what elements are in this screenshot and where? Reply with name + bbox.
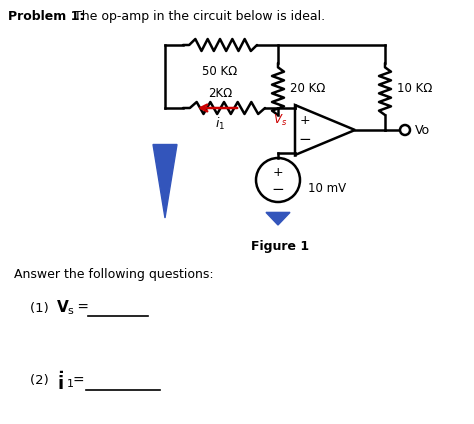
Text: V: V xyxy=(57,300,69,315)
Text: Answer the following questions:: Answer the following questions: xyxy=(14,268,214,281)
Text: 10 KΩ: 10 KΩ xyxy=(397,83,432,95)
Text: =: = xyxy=(73,374,85,388)
Text: (2): (2) xyxy=(30,374,53,387)
Text: $i_1$: $i_1$ xyxy=(215,116,225,132)
Text: s: s xyxy=(67,306,73,316)
Text: +: + xyxy=(300,114,310,126)
Text: 2KΩ: 2KΩ xyxy=(208,87,232,100)
Text: 10 mV: 10 mV xyxy=(308,181,346,195)
Text: The op-amp in the circuit below is ideal.: The op-amp in the circuit below is ideal… xyxy=(70,10,325,23)
Circle shape xyxy=(400,125,410,135)
Text: (1): (1) xyxy=(30,302,53,315)
Text: +: + xyxy=(273,165,283,179)
Text: 20 KΩ: 20 KΩ xyxy=(290,83,325,95)
Text: Problem 1:: Problem 1: xyxy=(8,10,84,23)
Text: 1: 1 xyxy=(67,379,74,389)
Text: =: = xyxy=(73,300,89,314)
Text: Figure 1: Figure 1 xyxy=(251,240,309,253)
Polygon shape xyxy=(153,145,177,218)
Text: −: − xyxy=(299,132,311,148)
Text: $\mathbf{\dot{i}}$: $\mathbf{\dot{i}}$ xyxy=(57,372,64,394)
Text: −: − xyxy=(272,182,284,198)
Text: 50 KΩ: 50 KΩ xyxy=(202,65,237,78)
Text: $V_s$: $V_s$ xyxy=(273,113,287,128)
Polygon shape xyxy=(266,212,290,225)
Text: Vo: Vo xyxy=(415,123,430,137)
